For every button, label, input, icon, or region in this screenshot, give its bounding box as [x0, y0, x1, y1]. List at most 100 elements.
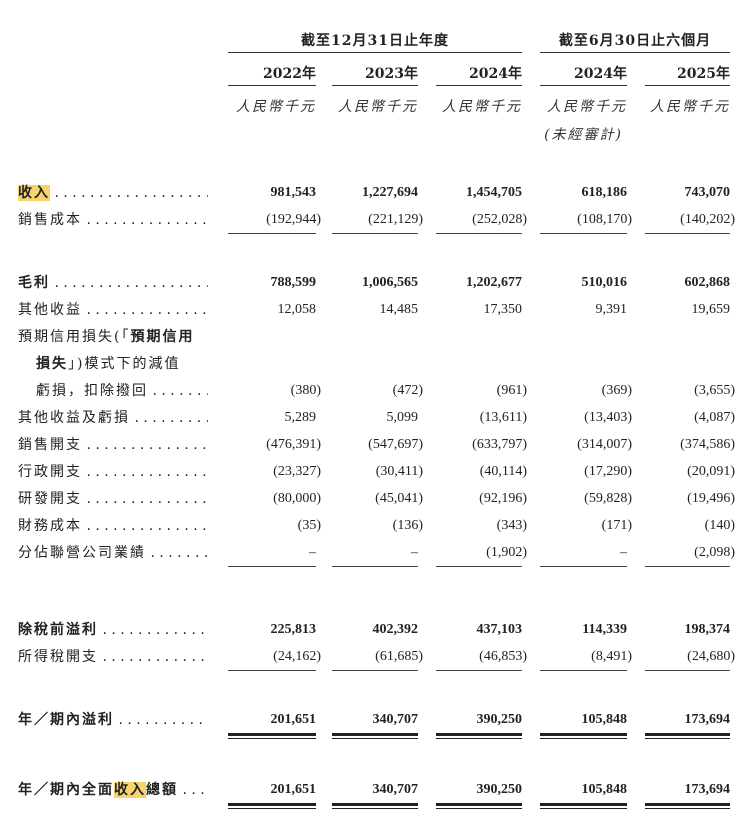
- row-label: 行政開支: [18, 461, 208, 483]
- table-row: 預期信用損失(「預期信用: [0, 326, 750, 348]
- cell-value: (30,411): [375, 464, 423, 479]
- highlighted-term: 收入: [114, 782, 146, 798]
- year-rule: [436, 85, 522, 86]
- cell-value: 390,250: [476, 712, 523, 727]
- cell-value: (46,853): [479, 649, 527, 664]
- cell-value: 105,848: [581, 712, 628, 727]
- label-text: 除稅前溢利: [18, 622, 98, 638]
- row-label: 除稅前溢利: [18, 619, 208, 641]
- cell-value: 602,868: [684, 275, 731, 290]
- cell-value: (369): [601, 383, 632, 398]
- cell-value: (24,162): [273, 649, 321, 664]
- cell-value: 618,186: [581, 185, 628, 200]
- cell-value: –: [309, 545, 316, 560]
- cell-value: (633,797): [472, 437, 527, 452]
- table-row: 銷售開支 (476,391) (547,697) (633,797) (314,007)…: [0, 434, 750, 456]
- total-double-rule: [540, 803, 627, 809]
- column-unit: 人民幣千元: [547, 99, 627, 115]
- cell-value: 105,848: [581, 782, 628, 797]
- subtotal-rule: [228, 670, 316, 671]
- cell-value: –: [411, 545, 418, 560]
- cell-value: (476,391): [266, 437, 321, 452]
- label-text: 虧損，扣除撥回: [36, 383, 148, 399]
- table-row: 銷售成本 (192,944) (221,129) (252,028) (108,170)…: [0, 209, 750, 231]
- cell-value: 1,227,694: [362, 185, 418, 200]
- subtotal-rule: [332, 566, 418, 567]
- label-text: 」)模式下的減值: [68, 356, 181, 372]
- cell-value: 340,707: [372, 712, 419, 727]
- cell-value: 5,099: [386, 410, 419, 425]
- label-text: 銷售開支: [18, 437, 82, 453]
- cell-value: (8,491): [591, 649, 632, 664]
- year-rule: [332, 85, 418, 86]
- highlighted-term: 收入: [18, 185, 50, 201]
- subtotal-rule: [228, 566, 316, 567]
- label-text: 預期信用損失(「: [18, 329, 131, 345]
- row-label: 銷售開支: [18, 434, 208, 456]
- cell-value: 17,350: [483, 302, 523, 317]
- cell-value: 19,659: [691, 302, 731, 317]
- total-double-rule: [228, 803, 316, 809]
- cell-value: 5,289: [284, 410, 317, 425]
- subtotal-rule: [645, 670, 730, 671]
- cell-value: (61,685): [375, 649, 423, 664]
- subtotal-rule: [540, 670, 627, 671]
- subtotal-rule: [332, 233, 418, 234]
- total-double-rule: [645, 733, 730, 739]
- subtotal-rule: [228, 233, 316, 234]
- total-double-rule: [332, 733, 418, 739]
- table-row: 所得稅開支 (24,162) (61,685) (46,853) (8,491) (24,…: [0, 646, 750, 668]
- row-label: 銷售成本: [18, 209, 208, 231]
- label-text: 其他收益及虧損: [18, 410, 130, 426]
- table-row: 毛利 788,599 1,006,565 1,202,677 510,016 602,86…: [0, 272, 750, 294]
- cell-value: 14,485: [379, 302, 419, 317]
- label-text: 年／期內溢利: [18, 712, 114, 728]
- unaudited-note: (未經審計): [544, 127, 623, 143]
- column-year: 2024年: [469, 66, 522, 82]
- column-unit: 人民幣千元: [442, 99, 522, 115]
- cell-value: (547,697): [368, 437, 423, 452]
- column-year: 2023年: [365, 66, 418, 82]
- column-year: 2024年: [574, 66, 627, 82]
- cell-value: 390,250: [476, 782, 523, 797]
- cell-value: 198,374: [684, 622, 731, 637]
- year-rule: [645, 85, 730, 86]
- column-unit: 人民幣千元: [650, 99, 730, 115]
- cell-value: (13,611): [479, 410, 527, 425]
- row-label: 毛利: [18, 272, 208, 294]
- label-text: 財務成本: [18, 518, 82, 534]
- subtotal-rule: [540, 233, 627, 234]
- cell-value: (59,828): [584, 491, 632, 506]
- cell-value: 402,392: [372, 622, 419, 637]
- row-label: 收入: [18, 182, 208, 204]
- group-rule: [540, 52, 730, 53]
- column-unit: 人民幣千元: [338, 99, 418, 115]
- row-label: 損失」)模式下的減值: [36, 353, 208, 375]
- total-double-rule: [436, 733, 522, 739]
- table-row: 其他收益及虧損 5,289 5,099 (13,611) (13,403) (4,087): [0, 407, 750, 429]
- total-double-rule: [540, 733, 627, 739]
- cell-value: 1,202,677: [466, 275, 522, 290]
- cell-value: (2,098): [694, 545, 735, 560]
- cell-value: (40,114): [479, 464, 527, 479]
- cell-value: (20,091): [687, 464, 735, 479]
- cell-value: 510,016: [581, 275, 628, 290]
- cell-value: (343): [496, 518, 527, 533]
- cell-value: (23,327): [273, 464, 321, 479]
- cell-value: 173,694: [684, 782, 731, 797]
- table-row: 年／期內溢利 201,651 340,707 390,250 105,848 173,69…: [0, 709, 750, 731]
- row-label: 預期信用損失(「預期信用: [18, 326, 208, 348]
- total-double-rule: [228, 733, 316, 739]
- cell-value: (380): [290, 383, 321, 398]
- cell-value: (1,902): [486, 545, 527, 560]
- cell-value: 225,813: [270, 622, 317, 637]
- cell-value: (92,196): [479, 491, 527, 506]
- subtotal-rule: [436, 566, 522, 567]
- row-label: 其他收益及虧損: [18, 407, 208, 429]
- year-rule: [228, 85, 316, 86]
- label-text: 研發開支: [18, 491, 82, 507]
- cell-value: (24,680): [687, 649, 735, 664]
- table-row: 研發開支 (80,000) (45,041) (92,196) (59,828) (19,…: [0, 488, 750, 510]
- cell-value: 173,694: [684, 712, 731, 727]
- cell-value: (252,028): [472, 212, 527, 227]
